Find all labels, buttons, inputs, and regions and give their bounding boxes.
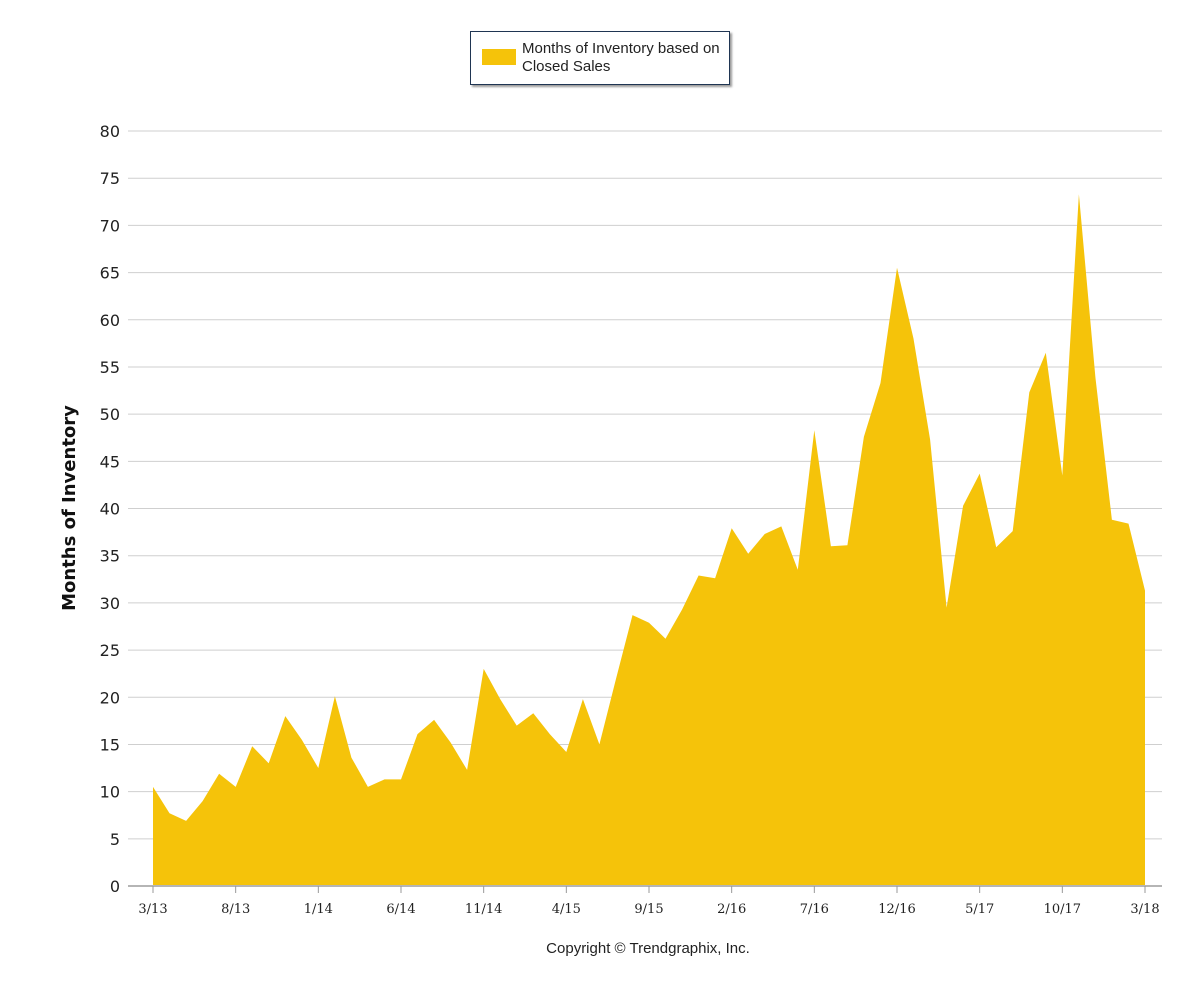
y-axis-title: Months of Inventory (59, 405, 80, 611)
y-tick-label: 35 (100, 547, 120, 566)
x-tick-label: 3/13 (138, 902, 167, 917)
y-tick-label: 70 (100, 216, 120, 235)
x-tick-label: 12/16 (878, 902, 915, 917)
y-axis-ticks: 0 5 10 15 20 25 30 35 40 45 50 55 60 65 70 75 80 (100, 122, 120, 896)
y-tick-label: 50 (100, 405, 120, 424)
x-tick-label: 4/15 (552, 902, 581, 917)
x-tick-label: 5/17 (965, 902, 994, 917)
x-tick-label: 8/13 (221, 902, 250, 917)
x-tick-label: 2/16 (717, 902, 746, 917)
series-area (152, 194, 1146, 886)
y-tick-label: 60 (100, 311, 120, 330)
y-tick-label: 5 (110, 830, 120, 849)
y-tick-label: 80 (100, 122, 120, 141)
series-area-fill (153, 194, 1145, 886)
x-axis-ticks: 3/13 8/13 1/14 6/14 11/14 4/15 9/15 2/16 7/16 12/… (138, 886, 1160, 917)
y-tick-label: 15 (100, 735, 120, 754)
x-tick-label: 3/18 (1130, 902, 1159, 917)
copyright-text: Copyright © Trendgraphix, Inc. (546, 940, 750, 957)
y-tick-label: 20 (100, 688, 120, 707)
x-tick-label: 11/14 (465, 902, 502, 917)
x-tick-label: 6/14 (386, 902, 415, 917)
legend-swatch (482, 49, 516, 65)
x-tick-label: 7/16 (800, 902, 829, 917)
y-tick-label: 55 (100, 358, 120, 377)
y-tick-label: 30 (100, 594, 120, 613)
y-tick-label: 40 (100, 500, 120, 519)
x-tick-label: 9/15 (634, 902, 663, 917)
y-tick-label: 10 (100, 783, 120, 802)
y-tick-label: 75 (100, 169, 120, 188)
legend-label: Months of Inventory based on Closed Sale… (522, 40, 720, 75)
y-tick-label: 25 (100, 641, 120, 660)
x-tick-label: 10/17 (1044, 902, 1081, 917)
legend: Months of Inventory based on Closed Sale… (470, 31, 730, 85)
y-tick-label: 45 (100, 452, 120, 471)
y-tick-label: 0 (110, 877, 120, 896)
x-tick-label: 1/14 (304, 902, 333, 917)
y-tick-label: 65 (100, 264, 120, 283)
